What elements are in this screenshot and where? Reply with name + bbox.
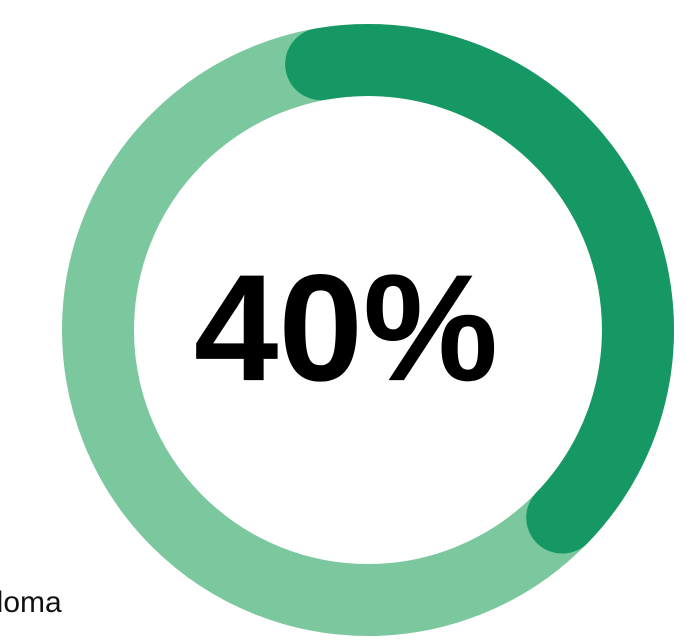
partial-caption: ploma — [0, 586, 62, 619]
center-value-label: 40% — [194, 243, 498, 413]
donut-progress-slice — [285, 24, 674, 554]
